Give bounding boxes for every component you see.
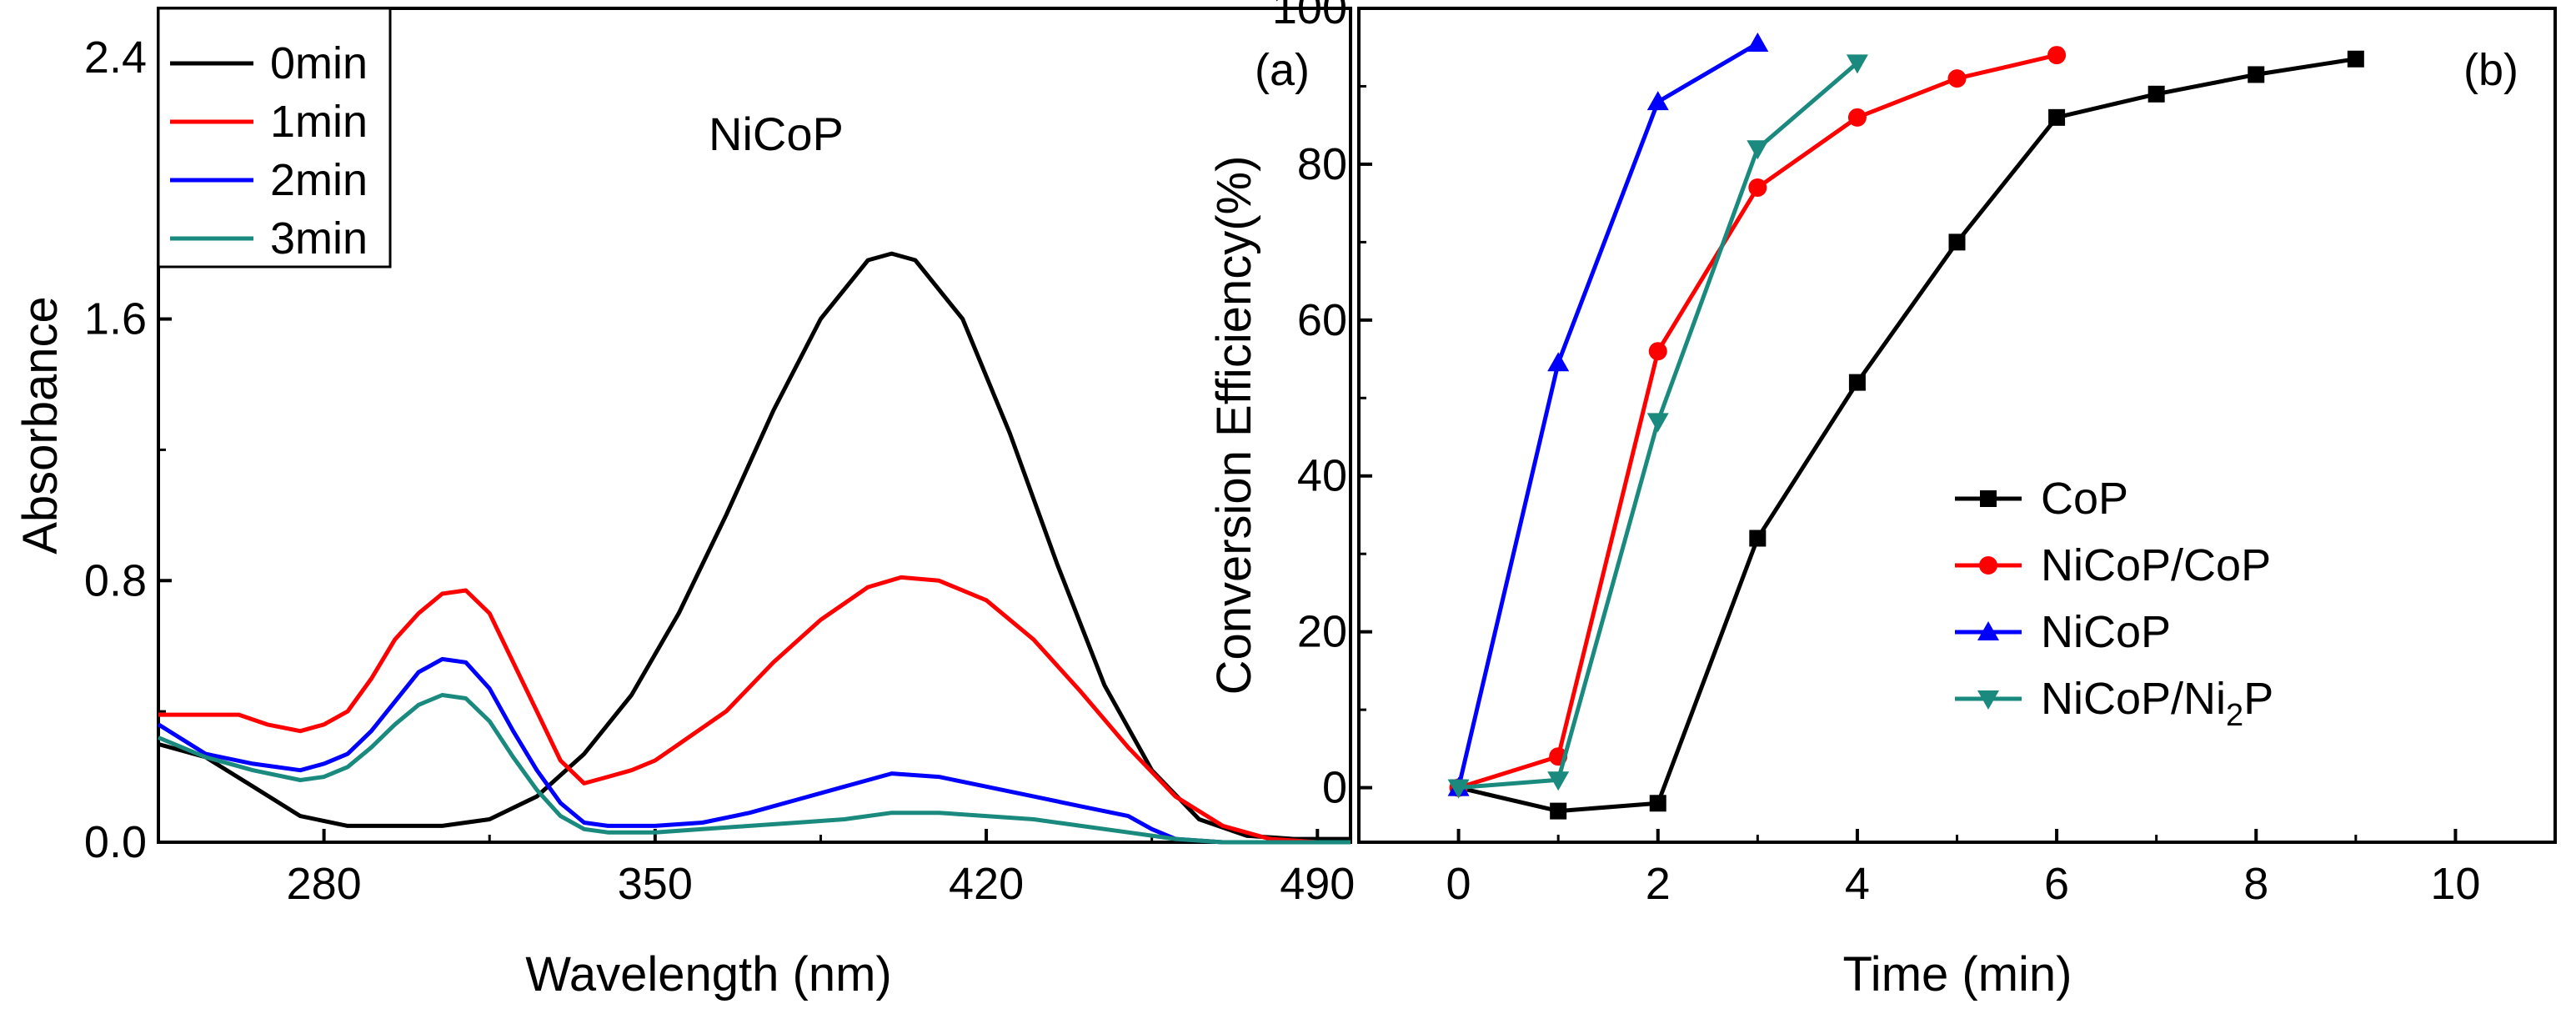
panel-a-x-tick-label: 490	[1280, 859, 1355, 909]
series-line-1min	[158, 575, 1351, 845]
panel-b-x-tick-label: 6	[2044, 859, 2069, 909]
legend-label-3min: 3min	[270, 213, 368, 264]
series-line-0min	[158, 251, 1351, 841]
data-point-nicop-cop	[1947, 69, 1967, 88]
data-point-nicop	[1547, 352, 1570, 372]
legend-label-1min: 1min	[270, 97, 368, 147]
data-point-cop	[1649, 795, 1666, 812]
data-point-nicop-ni2p	[1747, 140, 1769, 160]
data-point-cop	[2248, 66, 2265, 83]
series-line-3min	[158, 693, 1351, 845]
panel-a-x-tick-label: 350	[618, 859, 693, 909]
panel-b-x-ticks: 0 2 4 6 8 10	[1357, 829, 2557, 909]
data-point-cop	[2048, 108, 2066, 126]
legend-entry-1min: 1min	[170, 97, 368, 147]
panel-a-y-ticks: 0.0 0.8 1.6 2.4	[84, 33, 172, 867]
legend-marker-nicop-cop	[1979, 556, 1997, 575]
legend-entry-nicop: NiCoP	[1955, 607, 2171, 657]
data-point-cop	[1948, 233, 1966, 251]
data-point-cop	[2347, 50, 2364, 68]
legend-label-nicop-ni2p: NiCoP/Ni2P	[2041, 674, 2273, 733]
data-point-nicop-cop	[1648, 342, 1667, 361]
legend-label-cop: CoP	[2041, 474, 2128, 524]
panel-b-y-tick-label: 60	[1297, 295, 1347, 345]
data-point-nicop-ni2p	[1846, 54, 1868, 74]
panel-b-y-tick-label: 80	[1297, 139, 1347, 189]
data-point-nicop-cop	[1748, 178, 1767, 197]
data-point-cop	[1749, 530, 1767, 547]
legend-marker-shape	[1980, 490, 1997, 507]
panel-b-label: (b)	[2463, 45, 2518, 95]
panel-b-x-tick-label: 0	[1446, 859, 1471, 909]
legend-entry-0min: 0min	[170, 38, 368, 88]
data-point-cop	[1848, 374, 1866, 391]
panel-b-y-tick-label: 40	[1297, 451, 1347, 501]
panel-b-y-tick-label: 20	[1297, 607, 1347, 657]
legend-entry-2min: 2min	[170, 155, 368, 205]
legend-entry-cop: CoP	[1955, 474, 2128, 524]
data-point-nicop	[1646, 91, 1669, 111]
panel-a-y-tick-label: 0.0	[84, 817, 147, 867]
legend-entry-3min: 3min	[170, 213, 368, 264]
legend-label-0min: 0min	[270, 38, 368, 88]
legend-marker-shape	[1977, 690, 1999, 710]
panel-a-legend-box	[157, 7, 392, 269]
panel-b-y-axis-title: Conversion Efficiency(%)	[1207, 156, 1261, 695]
legend-label-nicop-ni2p-main: NiCoP/Ni	[2041, 674, 2226, 724]
panel-a-y-tick-label: 0.8	[84, 555, 147, 605]
legend-label-nicop-ni2p-suffix: P	[2243, 674, 2273, 724]
data-point-nicop-ni2p	[1547, 771, 1570, 791]
panel-b-y-ticks: 0 20 40 60 80 100	[1272, 0, 1372, 813]
data-point-nicop-cop	[1847, 108, 1867, 127]
legend-label-nicop-cop: NiCoP/CoP	[2041, 540, 2271, 590]
data-point-cop	[1550, 802, 1567, 820]
legend-marker-nicop	[1977, 621, 1999, 640]
legend-label-nicop: NiCoP	[2041, 607, 2171, 657]
panel-a-label: (a)	[1255, 45, 1310, 95]
panel-b-conversion-chart: 0 20 40 60 80 100 0 2 4 6 8 10 Time (min) Conversi…	[1207, 0, 2557, 1001]
panel-b-x-tick-label: 8	[2243, 859, 2268, 909]
panel-a-y-tick-label: 1.6	[84, 294, 147, 344]
series-line-nicop	[1456, 41, 1759, 789]
data-point-nicop-ni2p	[1447, 779, 1470, 799]
legend-marker-shape	[1977, 621, 1999, 640]
panel-a-absorbance-chart: 0.0 0.8 1.6 2.4 280 350 420 490 Wavelength (nm…	[13, 7, 1355, 1001]
legend-marker-nicop-ni2p	[1977, 690, 1999, 710]
data-point-cop	[2148, 85, 2165, 103]
panel-b-x-tick-label: 2	[1646, 859, 1671, 909]
panel-a-y-axis-title: Absorbance	[13, 296, 68, 555]
data-point-nicop-ni2p	[1646, 413, 1669, 433]
legend-label-nicop-ni2p-subscript: 2	[2226, 698, 2243, 733]
legend-marker-cop	[1980, 490, 1997, 507]
panel-a-plot-frame	[157, 7, 1352, 844]
panel-a-x-tick-label: 280	[287, 859, 362, 909]
data-point-nicop-cop	[2047, 46, 2067, 65]
panel-a-x-ticks: 280 350 420 490	[157, 829, 1355, 909]
legend-entry-nicop-ni2p: NiCoP/Ni2P	[1955, 674, 2273, 733]
series-line-2min	[157, 656, 1351, 845]
series-line-cop	[1458, 57, 2357, 814]
legend-marker-shape	[1979, 556, 1997, 575]
panel-a-legend: 0min 1min 2min 3min	[157, 7, 392, 269]
panel-b-x-tick-label: 10	[2430, 859, 2480, 909]
panel-a-series-group	[157, 251, 1351, 845]
panel-b-x-axis-title: Time (min)	[1843, 947, 2072, 1001]
panel-a-annotation-nicop: NiCoP	[709, 108, 844, 160]
panel-b-y-tick-label: 100	[1272, 0, 1347, 33]
panel-a-x-tick-label: 420	[949, 859, 1024, 909]
panel-a-x-axis-title: Wavelength (nm)	[525, 947, 891, 1001]
panel-b-y-tick-label: 0	[1322, 763, 1347, 813]
panel-b-x-tick-label: 4	[1845, 859, 1870, 909]
data-point-nicop	[1747, 33, 1769, 53]
legend-entry-nicop-cop: NiCoP/CoP	[1955, 540, 2271, 590]
panel-a-y-tick-label: 2.4	[84, 33, 147, 83]
panel-b-series-group	[1447, 33, 2364, 820]
legend-label-2min: 2min	[270, 155, 368, 205]
panel-b-legend: CoP NiCoP/CoP NiCoP NiCoP/Ni2P	[1955, 474, 2273, 733]
